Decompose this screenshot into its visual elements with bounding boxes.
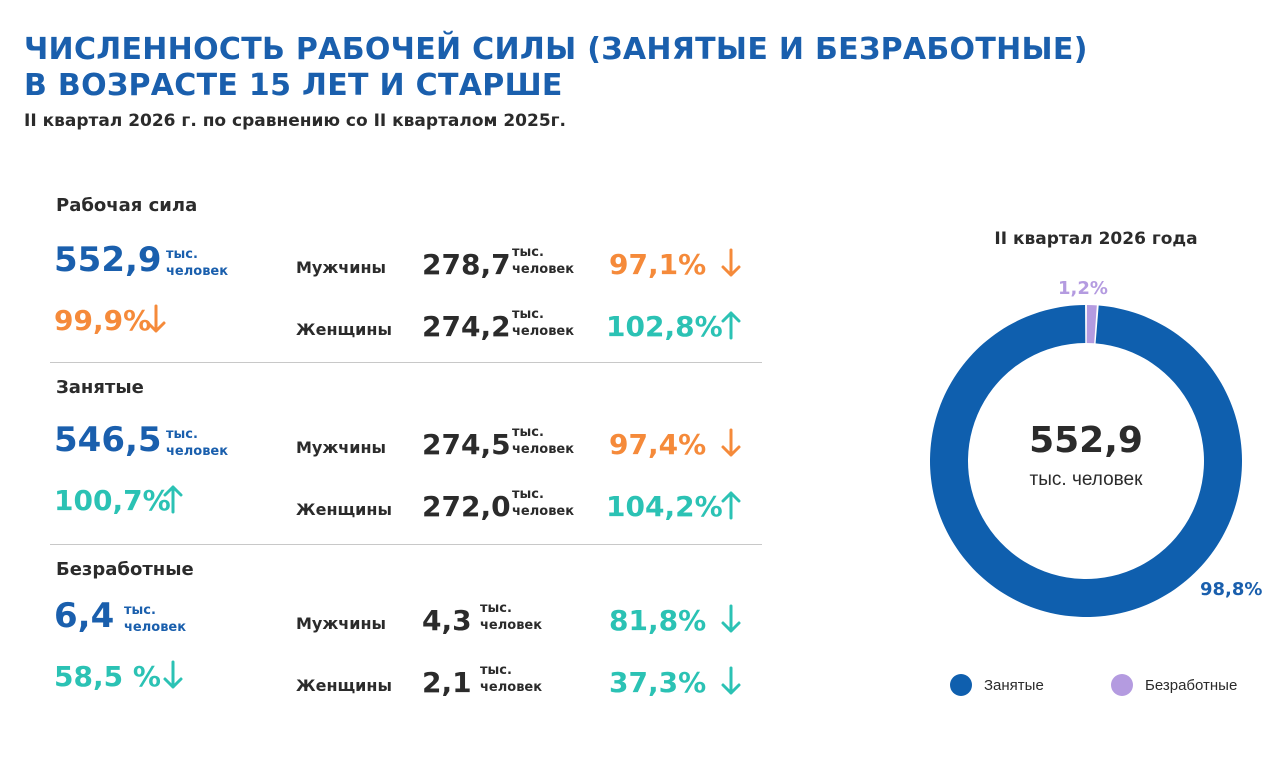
unit-line-2: человек [166,444,229,459]
arrow-down-icon [162,660,184,690]
legend-label-unemployed: Безработные [1145,676,1238,694]
page-title: ЧИСЛЕННОСТЬ РАБОЧЕЙ СИЛЫ (ЗАНЯТЫЕ И БЕЗР… [24,32,1124,104]
total-unit: тыс. человек [124,602,186,636]
unit-line-1: тыс. [512,425,544,440]
gender-change: 104,2% [606,490,723,523]
unit-line-1: тыс. [480,663,512,678]
chart-title: II квартал 2026 года [994,229,1198,249]
gender-change: 97,1% [609,248,707,281]
donut-slice-unemployed [1086,305,1097,344]
section-label: Рабочая сила [56,195,198,216]
arrow-down-icon [720,428,742,458]
section-divider [50,362,762,363]
gender-label: Женщины [296,500,392,519]
section-total: 552,9 [54,240,162,280]
unit-line-2: человек [124,620,187,635]
section-change: 100,7% [54,484,171,517]
gender-value: 2,1 [422,666,472,699]
unit-line-2: человек [480,680,543,695]
arrow-down-icon [720,248,742,278]
gender-value: 278,7 [422,248,511,281]
unit-line-2: человек [512,504,575,519]
gender-unit: тыс. человек [512,306,574,340]
gender-value: 272,0 [422,490,511,523]
unit-line-2: человек [480,618,543,633]
gender-label: Мужчины [296,614,386,633]
legend-dot-employed [950,674,972,696]
total-unit: тыс. человек [166,426,228,460]
donut-slice-employed [930,305,1242,617]
page-subtitle: II квартал 2026 г. по сравнению со II кв… [24,111,566,131]
arrow-up-icon [720,310,742,340]
gender-value: 274,5 [422,428,511,461]
gender-label: Мужчины [296,438,386,457]
title-line-2: В ВОЗРАСТЕ 15 ЛЕТ И СТАРШЕ [24,68,563,103]
arrow-up-icon [162,484,184,514]
gender-change: 81,8% [609,604,707,637]
donut-center-unit: тыс. человек [1029,469,1143,490]
section-label: Занятые [56,377,144,398]
unit-line-2: человек [512,262,575,277]
unit-line-1: тыс. [124,603,156,618]
arrow-down-icon [720,666,742,696]
unit-line-1: тыс. [512,245,544,260]
gender-unit: тыс. человек [480,600,542,634]
title-line-1: ЧИСЛЕННОСТЬ РАБОЧЕЙ СИЛЫ (ЗАНЯТЫЕ И БЕЗР… [24,32,1088,67]
unit-line-1: тыс. [512,307,544,322]
legend-item-employed: Занятые [950,674,1044,696]
arrow-down-icon [145,304,167,334]
section-total: 546,5 [54,420,162,460]
gender-unit: тыс. человек [480,662,542,696]
gender-label: Женщины [296,320,392,339]
gender-change: 97,4% [609,428,707,461]
section-change: 99,9% [54,304,152,337]
gender-unit: тыс. человек [512,486,574,520]
legend-dot-unemployed [1111,674,1133,696]
arrow-down-icon [720,604,742,634]
unit-line-1: тыс. [512,487,544,502]
gender-unit: тыс. человек [512,244,574,278]
unit-line-2: человек [166,264,229,279]
slice-label-employed: 98,8% [1200,579,1263,600]
total-unit: тыс. человек [166,246,228,280]
gender-change: 102,8% [606,310,723,343]
unit-line-2: человек [512,442,575,457]
gender-label: Женщины [296,676,392,695]
slice-label-unemployed: 1,2% [1058,278,1108,299]
unit-line-2: человек [512,324,575,339]
gender-unit: тыс. человек [512,424,574,458]
gender-label: Мужчины [296,258,386,277]
unit-line-1: тыс. [166,247,198,262]
arrow-up-icon [720,490,742,520]
gender-value: 4,3 [422,604,472,637]
legend-item-unemployed: Безработные [1111,674,1237,696]
section-divider [50,544,762,545]
donut-chart [930,305,1242,617]
section-total: 6,4 [54,596,115,636]
donut-center-value: 552,9 [1029,420,1143,461]
section-change: 58,5 % [54,660,161,693]
legend-label-employed: Занятые [984,676,1044,694]
unit-line-1: тыс. [480,601,512,616]
gender-change: 37,3% [609,666,707,699]
unit-line-1: тыс. [166,427,198,442]
gender-value: 274,2 [422,310,511,343]
section-label: Безработные [56,559,194,580]
